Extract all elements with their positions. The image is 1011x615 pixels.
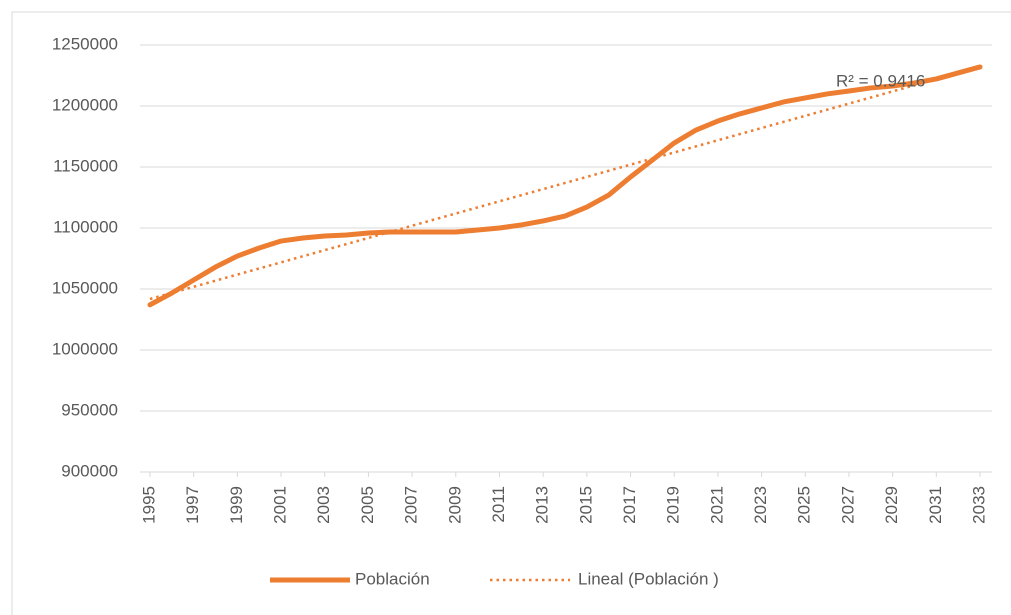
x-tick-label: 1997 bbox=[183, 486, 202, 524]
y-tick-label: 950000 bbox=[61, 400, 118, 419]
x-tick-label: 1999 bbox=[227, 486, 246, 524]
chart-frame bbox=[11, 11, 1011, 615]
x-tick-label: 2023 bbox=[751, 486, 770, 524]
x-tick-label: 2027 bbox=[838, 486, 857, 524]
x-tick-label: 2029 bbox=[882, 486, 901, 524]
x-tick-label: 2031 bbox=[926, 486, 945, 524]
x-tick-label: 2015 bbox=[576, 486, 595, 524]
y-tick-label: 1000000 bbox=[52, 339, 118, 358]
legend-label: Población bbox=[355, 569, 430, 588]
x-tick-label: 2033 bbox=[969, 486, 988, 524]
y-tick-label: 900000 bbox=[61, 461, 118, 480]
x-tick-label: 2005 bbox=[358, 486, 377, 524]
legend-label: Lineal (Población ) bbox=[578, 569, 719, 588]
x-tick-label: 2009 bbox=[445, 486, 464, 524]
x-tick-label: 2013 bbox=[533, 486, 552, 524]
y-tick-label: 1050000 bbox=[52, 278, 118, 297]
x-tick-label: 2021 bbox=[707, 486, 726, 524]
x-tick-label: 2019 bbox=[664, 486, 683, 524]
x-tick-label: 2025 bbox=[795, 486, 814, 524]
x-tick-label: 2011 bbox=[489, 486, 508, 523]
x-tick-label: 2003 bbox=[314, 486, 333, 524]
annotation: R² = 0.9416 bbox=[836, 71, 925, 90]
y-tick-label: 1250000 bbox=[52, 34, 118, 53]
x-tick-label: 2007 bbox=[402, 486, 421, 524]
x-tick-label: 1995 bbox=[139, 486, 158, 524]
y-tick-label: 1150000 bbox=[53, 156, 118, 175]
y-tick-label: 1200000 bbox=[52, 95, 118, 114]
data-line bbox=[147, 64, 983, 308]
x-tick-label: 2017 bbox=[620, 486, 639, 524]
y-tick-label: 1100000 bbox=[53, 217, 118, 236]
trend-line bbox=[149, 65, 981, 301]
x-tick-label: 2001 bbox=[271, 486, 290, 524]
